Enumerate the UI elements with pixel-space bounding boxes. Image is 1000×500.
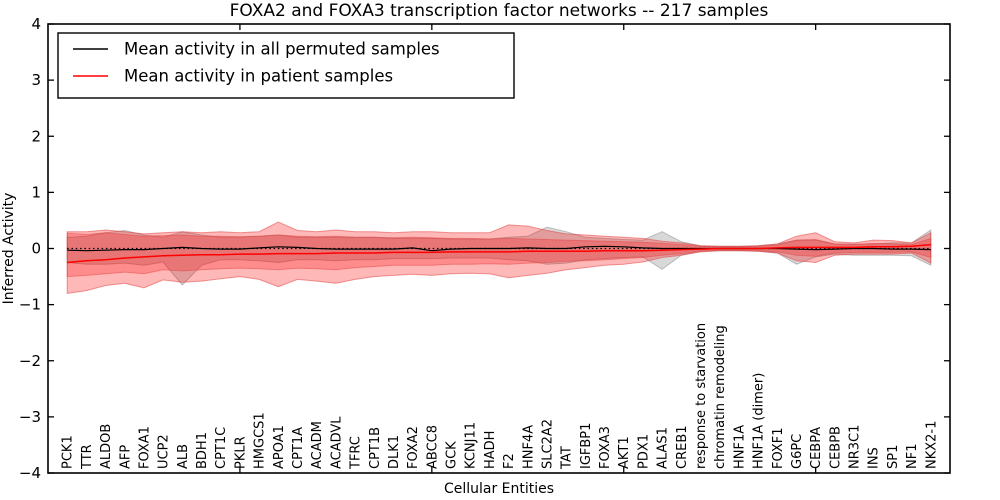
entity-label: ALDOB xyxy=(99,424,114,469)
entity-label: IGFBP1 xyxy=(579,423,594,469)
entity-label: PDX1 xyxy=(636,434,651,469)
chart-title: FOXA2 and FOXA3 transcription factor net… xyxy=(230,1,769,21)
legend: Mean activity in all permuted samples Me… xyxy=(57,32,515,99)
entity-label: ABCC8 xyxy=(425,425,440,469)
y-tick-label: −4 xyxy=(19,464,41,482)
entity-label: TFRC xyxy=(349,436,364,470)
entity-label: ALB xyxy=(176,444,191,469)
y-tick-label: 1 xyxy=(31,183,41,201)
y-tick-label: −3 xyxy=(19,408,41,426)
entity-label: FOXA2 xyxy=(406,426,421,469)
entity-label: CPT1A xyxy=(291,427,306,469)
entity-label: INS xyxy=(867,447,882,469)
x-axis-label: Cellular Entities xyxy=(444,481,554,497)
patient-samples-outer-range-band xyxy=(66,221,932,294)
permuted-mean-line xyxy=(67,245,931,252)
entity-label: HADH xyxy=(483,431,498,469)
entity-label: FOXA1 xyxy=(138,426,153,469)
entity-label: KCNJ11 xyxy=(464,422,479,469)
entity-label: NF1 xyxy=(905,444,920,469)
entity-label: APOA1 xyxy=(272,425,287,469)
entity-label: GCK xyxy=(445,441,460,469)
legend-label-patient: Mean activity in patient samples xyxy=(124,67,393,86)
entity-label-layer: PCK1 TTR ALDOB AFP FOXA1 UCP2 ALB BDH1 CPT1C PKLR… xyxy=(61,323,940,470)
entity-label: response to starvation xyxy=(694,323,709,469)
entity-label: ACADM xyxy=(310,421,325,469)
entity-label: FOXF1 xyxy=(771,427,786,469)
entity-label: SLC2A2 xyxy=(541,419,556,469)
tick-layer: −4 −3 −2 −1 0 1 2 3 4 xyxy=(19,15,950,482)
legend-label-permuted: Mean activity in all permuted samples xyxy=(124,40,440,59)
entity-label: AFP xyxy=(118,445,133,469)
entity-label: PKLR xyxy=(233,436,248,469)
patient-mean-line xyxy=(67,243,931,264)
entity-label: HNF4A xyxy=(521,425,536,469)
y-tick-label: −2 xyxy=(19,352,41,370)
entity-label: CPT1B xyxy=(368,427,383,469)
entity-label: CREB1 xyxy=(675,425,690,469)
y-tick-label: −1 xyxy=(19,296,41,314)
entity-label: G6PC xyxy=(790,434,805,469)
plot-frame xyxy=(47,23,951,474)
series-layer xyxy=(67,243,931,264)
entity-label: HMGCS1 xyxy=(253,412,268,469)
entity-label: SP1 xyxy=(886,445,901,469)
entity-label: BDH1 xyxy=(195,432,210,469)
entity-label: UCP2 xyxy=(157,434,172,469)
legend-box xyxy=(57,32,515,99)
entity-label: TAT xyxy=(560,446,575,470)
entity-label: CEBPB xyxy=(828,426,843,469)
entity-label: ACADVL xyxy=(329,416,344,469)
y-tick-label: 2 xyxy=(31,127,41,145)
entity-label: DLK1 xyxy=(387,435,402,469)
entity-label: NR3C1 xyxy=(848,425,863,469)
entity-label: AKT1 xyxy=(617,436,632,469)
y-tick-label: 0 xyxy=(31,240,41,258)
y-tick-label: 4 xyxy=(31,15,41,33)
y-tick-label: 3 xyxy=(31,71,41,89)
entity-label: NKX2-1 xyxy=(924,421,939,469)
entity-label: TTR xyxy=(80,444,95,470)
patient-samples-inner-range-band xyxy=(66,232,932,278)
entity-label: ALAS1 xyxy=(656,427,671,469)
entity-label: HNF1A (dimer) xyxy=(752,373,767,469)
entity-label: FOXA3 xyxy=(598,426,613,469)
entity-label: F2 xyxy=(502,453,517,469)
entity-label: chromatin remodeling xyxy=(713,325,728,469)
entity-label: CEBPA xyxy=(809,427,824,469)
y-axis-label: Inferred Activity xyxy=(1,193,17,305)
entity-label: CPT1C xyxy=(214,427,229,469)
entity-label: PCK1 xyxy=(61,435,76,469)
entity-label: HNF1A xyxy=(732,425,747,469)
band-layer xyxy=(66,221,932,294)
